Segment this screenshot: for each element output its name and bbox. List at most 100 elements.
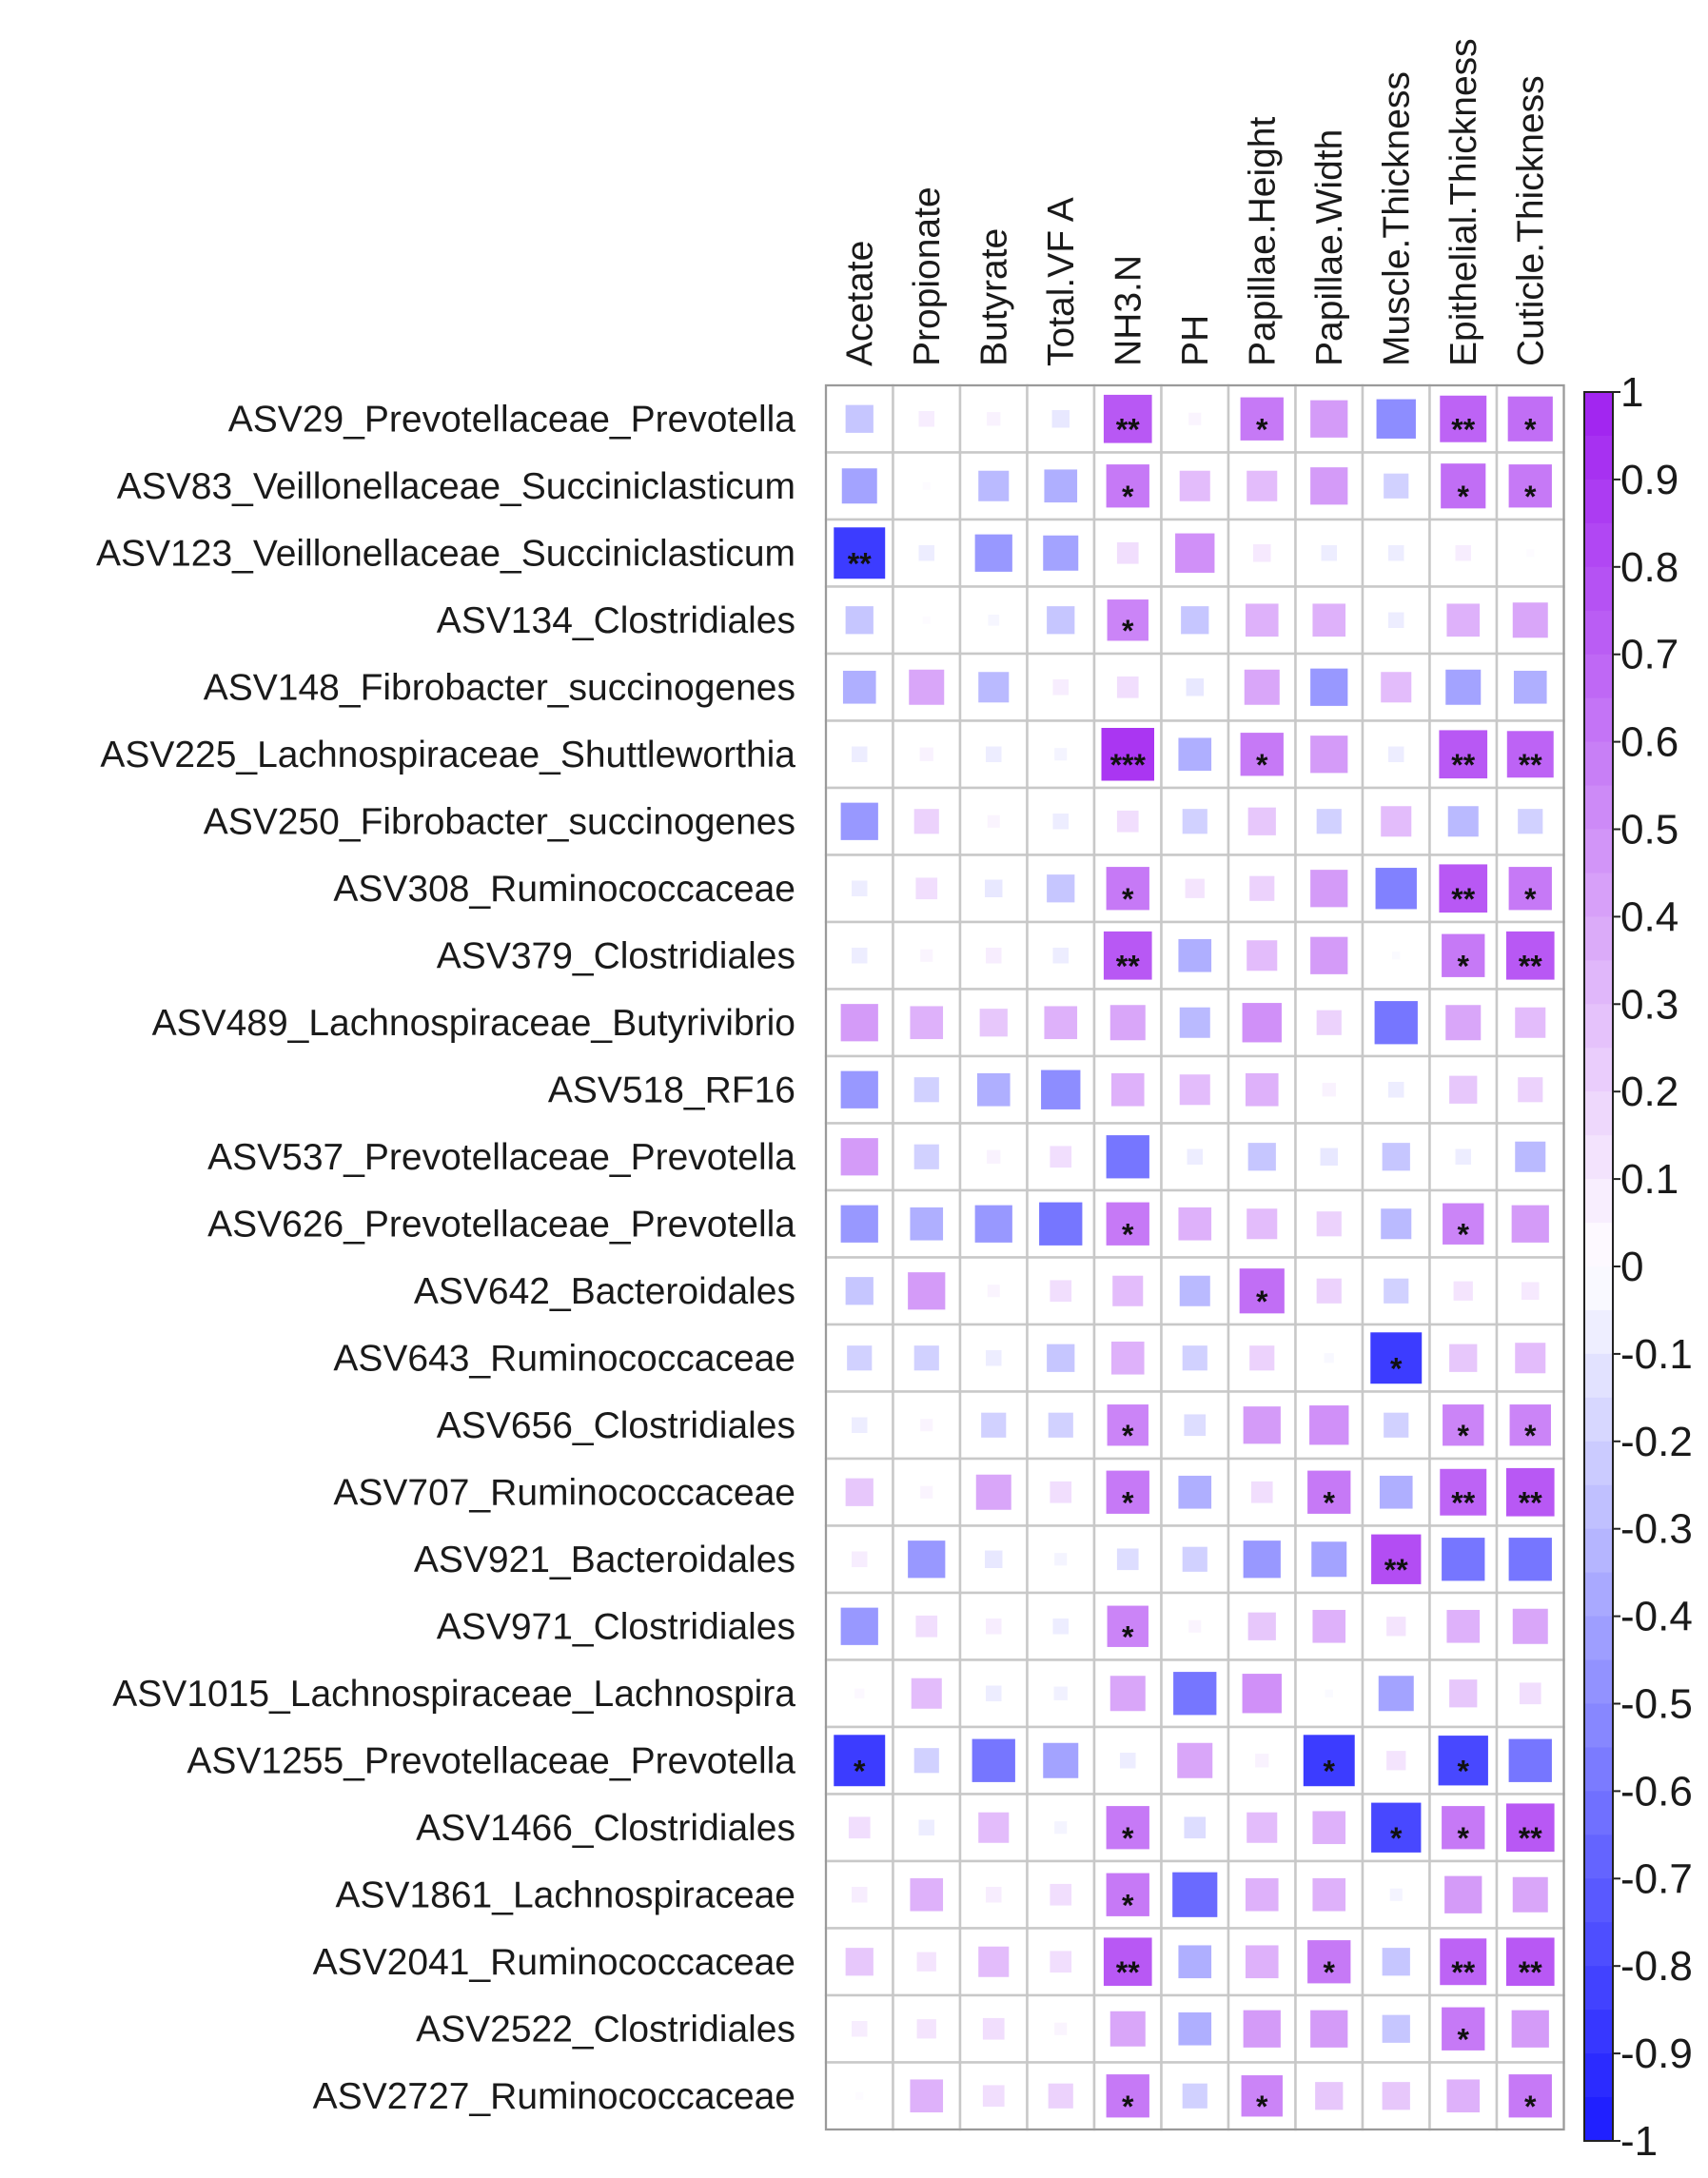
correlation-square	[1506, 731, 1554, 778]
correlation-square	[1384, 473, 1409, 499]
correlation-square	[1442, 1538, 1485, 1581]
correlation-square	[1515, 1343, 1546, 1374]
significance-mark: *	[1524, 882, 1537, 916]
correlation-square	[976, 1072, 1011, 1107]
correlation-square	[1107, 1605, 1148, 1647]
correlation-square	[1507, 396, 1553, 441]
correlation-square	[1116, 676, 1139, 698]
correlation-square	[910, 1207, 944, 1241]
correlation-square	[1101, 728, 1154, 781]
correlation-square	[1321, 544, 1338, 561]
correlation-square	[1307, 1470, 1351, 1514]
correlation-square	[1444, 1875, 1482, 1913]
correlation-square	[916, 2019, 936, 2039]
significance-mark: *	[1524, 1419, 1537, 1453]
correlation-square	[1518, 1077, 1543, 1103]
legend-swatch	[1584, 1091, 1613, 1136]
significance-mark: *	[1458, 1754, 1470, 1788]
correlation-square	[910, 2079, 944, 2113]
correlation-square	[1316, 1010, 1342, 1035]
correlation-square	[982, 2085, 1005, 2108]
correlation-square	[1043, 1742, 1079, 1778]
legend-swatch	[1584, 1528, 1613, 1574]
correlation-square	[1109, 1005, 1146, 1041]
correlation-square	[988, 614, 1000, 626]
correlation-square	[981, 1412, 1007, 1438]
column-label: Butyrate	[973, 228, 1014, 366]
row-label: ASV642_Bacteroidales	[414, 1271, 795, 1312]
correlation-square	[1320, 1148, 1338, 1166]
significance-mark: *	[1122, 480, 1134, 514]
correlation-square	[1389, 1888, 1403, 1901]
legend-tick-label: -0.6	[1620, 1768, 1693, 1815]
correlation-square	[1387, 544, 1404, 561]
legend-tick-label: 0.8	[1620, 544, 1679, 591]
legend-swatch	[1584, 2053, 1613, 2098]
legend-swatch	[1584, 785, 1613, 831]
correlation-square	[845, 404, 874, 433]
significance-mark: *	[1458, 1217, 1470, 1251]
correlation-square	[851, 1551, 868, 1568]
legend-swatch	[1584, 1835, 1613, 1879]
correlation-square	[1303, 1735, 1355, 1787]
legend-swatch	[1584, 1966, 1613, 2011]
column-label: Papillae.Width	[1309, 129, 1350, 366]
correlation-square	[987, 1285, 1000, 1298]
correlation-square	[1239, 1268, 1285, 1314]
correlation-square	[1511, 2010, 1549, 2048]
legend-swatch	[1584, 1353, 1613, 1399]
column-label: Epithelial.Thickness	[1443, 38, 1484, 366]
correlation-square	[987, 412, 1001, 426]
correlation-square	[1241, 2075, 1283, 2117]
correlation-square	[1442, 1806, 1485, 1850]
legend-swatch	[1584, 1266, 1613, 1311]
heatmap-cell	[1160, 1793, 1230, 1863]
legend-tick-label: -0.7	[1620, 1855, 1693, 1902]
correlation-square	[1109, 2011, 1146, 2047]
legend-swatch	[1584, 610, 1613, 656]
correlation-square	[1247, 1208, 1278, 1240]
significance-mark: *	[1458, 1821, 1470, 1855]
legend-swatch	[1584, 829, 1613, 874]
correlation-square	[1508, 464, 1552, 508]
legend-tick-label: 1	[1620, 369, 1643, 416]
correlation-square	[1107, 599, 1148, 641]
correlation-square	[1249, 875, 1275, 901]
correlation-square	[1240, 733, 1284, 776]
significance-mark: *	[1390, 1351, 1403, 1385]
correlation-square	[1310, 400, 1348, 438]
correlation-square	[1316, 809, 1342, 834]
row-label: ASV83_Veillonellaceae_Succiniclasticum	[117, 466, 795, 507]
correlation-square	[1515, 1141, 1546, 1172]
correlation-square	[1182, 1345, 1207, 1371]
correlation-square	[840, 1205, 878, 1243]
correlation-square	[1247, 470, 1278, 501]
legend-swatch	[1584, 1135, 1613, 1180]
row-label: ASV29_Prevotellaceae_Prevotella	[228, 399, 796, 440]
legend-tick-label: 0.7	[1620, 632, 1679, 678]
significance-mark: **	[1451, 1485, 1475, 1520]
significance-mark: *	[1458, 949, 1470, 983]
correlation-square	[1322, 1083, 1336, 1097]
significance-mark: *	[1390, 1821, 1403, 1855]
correlation-square	[851, 947, 868, 964]
correlation-square	[845, 1277, 874, 1305]
correlation-square	[845, 606, 874, 635]
legend-swatch	[1584, 2097, 1613, 2142]
correlation-square	[1449, 1679, 1478, 1708]
significance-mark: *	[1122, 614, 1134, 648]
correlation-square	[1446, 2079, 1481, 2113]
heatmap-cell	[1160, 1725, 1230, 1795]
correlation-square	[1178, 2011, 1212, 2046]
heatmap-cell	[1026, 1524, 1096, 1595]
correlation-square	[1039, 1202, 1083, 1246]
legend-swatch	[1584, 873, 1613, 917]
correlation-square	[1103, 931, 1152, 980]
correlation-square	[1177, 1742, 1213, 1778]
correlation-square	[1249, 1345, 1275, 1371]
heatmap-cell	[1294, 1323, 1364, 1393]
correlation-square	[1103, 1937, 1152, 1987]
correlation-square	[1119, 1752, 1136, 1769]
correlation-square	[1107, 1404, 1148, 1446]
correlation-square	[1312, 1877, 1346, 1912]
